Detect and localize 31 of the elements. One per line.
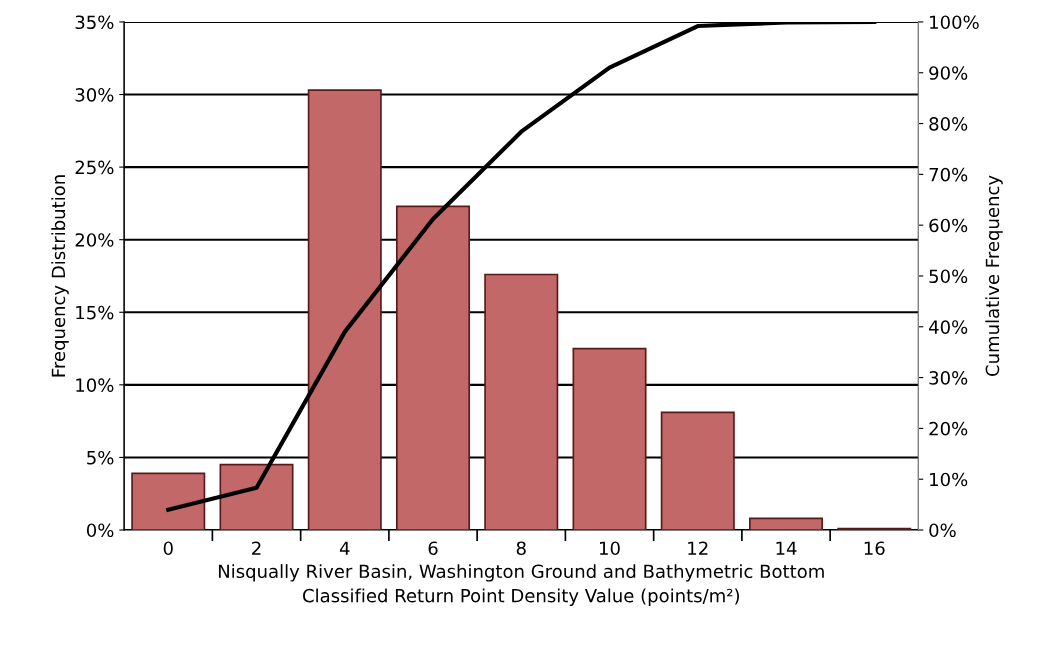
y2-tick-label: 20% — [929, 421, 968, 436]
x-tick-label: 4 — [339, 541, 350, 555]
y2-axis-title: Cumulative Frequency — [985, 175, 1003, 376]
x-tick-label: 6 — [428, 541, 438, 556]
y2-tick-label: 10% — [930, 472, 968, 487]
x-tick-label: 12 — [688, 541, 708, 555]
y2-tick-label: 40% — [929, 320, 968, 334]
y2-tick-label: 30% — [929, 371, 968, 385]
x-tick-label: 10 — [600, 541, 620, 556]
x-tick-label: 14 — [776, 541, 797, 555]
y2-tick-label: 90% — [929, 66, 968, 80]
y-tick-label: 30% — [75, 87, 114, 102]
y2-tick-label: 100% — [930, 15, 979, 30]
x-axis-title: Nisqually River Basin, Washington Ground and Bathymetric Bottom Classified Return Point Density Value (points/m²) — [218, 564, 824, 606]
y2-tick-label: 50% — [929, 269, 968, 284]
x-tick-label: 8 — [516, 541, 526, 556]
x-tick-label: 16 — [864, 541, 885, 556]
y-tick-label: 5% — [87, 450, 114, 465]
y2-tick-label: 80% — [929, 117, 968, 131]
y2-tick-label: 60% — [929, 218, 968, 233]
y-tick-label: 15% — [76, 305, 114, 320]
y-axis-title: Frequency Distribution — [51, 175, 69, 377]
y-tick-label: 20% — [75, 233, 114, 247]
y-tick-label: 35% — [75, 15, 114, 30]
x-tick-label: 0 — [163, 541, 173, 556]
y-tick-label: 0% — [86, 523, 114, 538]
y-tick-label: 10% — [76, 378, 114, 392]
y-tick-label: 25% — [75, 160, 114, 175]
x-tick-label: 2 — [252, 541, 261, 555]
y2-tick-label: 70% — [929, 167, 968, 182]
y2-tick-label: 0% — [929, 523, 956, 538]
